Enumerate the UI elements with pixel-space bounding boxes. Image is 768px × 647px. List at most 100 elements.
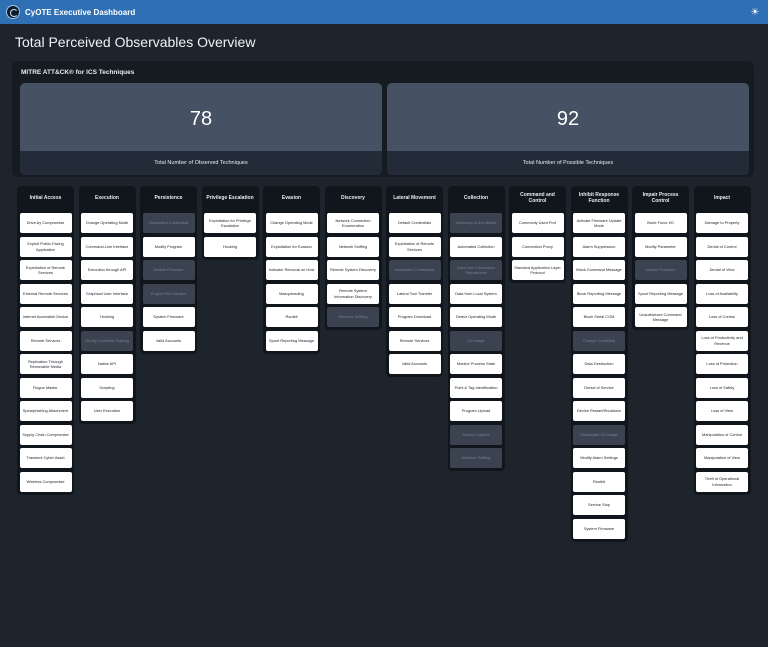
technique-tile[interactable]: Drive-by Compromise <box>19 213 72 233</box>
technique-tile[interactable]: Modify Controller Tasking <box>81 330 133 351</box>
app-title: CyOTE Executive Dashboard <box>25 7 136 17</box>
technique-tile[interactable]: Rootkit <box>265 307 318 327</box>
technique-tile[interactable]: Hooking <box>204 236 256 257</box>
technique-tile[interactable]: Data Destruction <box>573 354 625 374</box>
technique-tile[interactable]: Replication Through Removable Media <box>19 354 72 374</box>
technique-tile[interactable]: Module Firmware <box>142 260 195 280</box>
technique-tile[interactable]: Command-Line Interface <box>81 236 133 257</box>
technique-tile[interactable]: Exploitation for Evasion <box>265 236 318 257</box>
technique-tile[interactable]: External Remote Services <box>19 283 72 304</box>
technique-tile[interactable]: Standard Application Layer Protocol <box>511 260 564 280</box>
technique-tile[interactable]: Adversary-in-the-Middle <box>450 213 502 233</box>
technique-tile[interactable]: Device Restart/Shutdown <box>573 401 625 421</box>
technique-tile[interactable]: Execution through API <box>81 260 133 280</box>
technique-tile[interactable]: Remote System Information Discovery <box>327 283 379 304</box>
technique-tile[interactable]: Indicator Removal on Host <box>265 260 318 280</box>
technique-tile[interactable]: Theft of Operational Information <box>696 471 748 492</box>
technique-tile[interactable]: Loss of Availability <box>696 283 748 304</box>
technique-tile[interactable]: Modify Alarm Settings <box>573 448 625 468</box>
technique-tile[interactable]: Scripting <box>81 377 133 398</box>
technique-tile[interactable]: Data from Local System <box>450 283 502 304</box>
technique-tile[interactable]: Loss of Control <box>696 307 748 327</box>
observed-techniques-card: 78 Total Number of Observed Techniques <box>20 83 382 175</box>
technique-tile[interactable]: Commonly Used Port <box>511 213 564 233</box>
technique-tile[interactable]: Valid Accounts <box>388 354 441 374</box>
technique-tile[interactable]: Spoof Reporting Message <box>265 330 318 351</box>
technique-tile[interactable]: Block Reporting Message <box>573 283 625 304</box>
technique-tile[interactable]: Spearphishing Attachment <box>19 401 72 421</box>
technique-tile[interactable]: Activate Firmware Update Mode <box>573 213 625 233</box>
technique-tile[interactable]: System Firmware <box>142 307 195 327</box>
technique-tile[interactable]: Wireless Sniffing <box>327 307 379 327</box>
technique-tile[interactable]: Loss of Protection <box>696 354 748 374</box>
technique-tile[interactable]: Lateral Tool Transfer <box>388 283 441 304</box>
technique-tile[interactable]: Project File Infection <box>142 283 195 304</box>
technique-tile[interactable]: Exploitation of Remote Services <box>388 236 441 257</box>
theme-toggle-button[interactable]: ☀ <box>748 5 762 19</box>
tactic-column-persistence: Persistence Hardcoded Credentials Modify P… <box>140 186 197 354</box>
technique-tile[interactable]: Change Operating Mode <box>81 213 133 233</box>
technique-tile[interactable]: Hardcoded Credentials <box>142 213 195 233</box>
technique-tile[interactable]: Loss of Productivity and Revenue <box>696 330 748 351</box>
technique-tile[interactable]: Connection Proxy <box>511 236 564 257</box>
technique-tile[interactable]: Remote Services <box>19 330 72 351</box>
technique-tile[interactable]: Module Firmware <box>634 260 687 280</box>
technique-tile[interactable]: Exploit Public-Facing Application <box>19 236 72 257</box>
technique-tile[interactable]: Monitor Process State <box>450 354 502 374</box>
technique-tile[interactable]: Modify Program <box>142 236 195 257</box>
tactic-techniques: Activate Firmware Update Mode Alarm Suppr… <box>570 210 628 542</box>
technique-tile[interactable]: Native API <box>81 354 133 374</box>
technique-tile[interactable]: Loss of Safety <box>696 377 748 398</box>
technique-tile[interactable]: Change Credential <box>573 330 625 351</box>
tactic-header: Persistence <box>140 186 197 210</box>
technique-tile[interactable]: Block Command Message <box>573 260 625 280</box>
technique-tile[interactable]: Remote System Discovery <box>327 260 379 280</box>
technique-tile[interactable]: Rootkit <box>573 471 625 492</box>
technique-tile[interactable]: Hardcoded Credentials <box>388 260 441 280</box>
technique-tile[interactable]: Manipulate I/O Image <box>573 424 625 445</box>
technique-tile[interactable]: Denial of Control <box>696 236 748 257</box>
technique-tile[interactable]: Modify Parameter <box>634 236 687 257</box>
technique-tile[interactable]: Valid Accounts <box>142 330 195 351</box>
technique-tile[interactable]: Remote Services <box>388 330 441 351</box>
technique-tile[interactable]: Block Serial COM <box>573 307 625 327</box>
technique-tile[interactable]: Loss of View <box>696 401 748 421</box>
technique-tile[interactable]: Damage to Property <box>696 213 748 233</box>
technique-tile[interactable]: Unauthorized Command Message <box>634 307 687 327</box>
technique-tile[interactable]: Alarm Suppression <box>573 236 625 257</box>
technique-tile[interactable]: Program Upload <box>450 401 502 421</box>
technique-tile[interactable]: Internet Accessible Device <box>19 307 72 327</box>
technique-tile[interactable]: Automated Collection <box>450 236 502 257</box>
technique-tile[interactable]: Denial of Service <box>573 377 625 398</box>
technique-tile[interactable]: Point & Tag Identification <box>450 377 502 398</box>
technique-tile[interactable]: Manipulation of View <box>696 448 748 468</box>
technique-tile[interactable]: Transient Cyber Asset <box>19 448 72 468</box>
technique-tile[interactable]: Graphical User Interface <box>81 283 133 304</box>
technique-tile[interactable]: Data from Information Repositories <box>450 260 502 280</box>
brand[interactable]: CyOTE Executive Dashboard <box>6 5 135 19</box>
technique-tile[interactable]: Screen Capture <box>450 424 502 445</box>
technique-tile[interactable]: Program Download <box>388 307 441 327</box>
technique-tile[interactable]: Network Connection Enumeration <box>327 213 379 233</box>
technique-tile[interactable]: Default Credentials <box>388 213 441 233</box>
technique-tile[interactable]: Hooking <box>81 307 133 327</box>
technique-tile[interactable]: Network Sniffing <box>327 236 379 257</box>
tactic-header: Inhibit Response Function <box>570 186 628 210</box>
technique-tile[interactable]: I/O Image <box>450 330 502 351</box>
technique-tile[interactable]: Exploitation of Remote Services <box>19 260 72 280</box>
technique-tile[interactable]: Rogue Master <box>19 377 72 398</box>
technique-tile[interactable]: Exploitation for Privilege Escalation <box>204 213 256 233</box>
technique-tile[interactable]: Supply Chain Compromise <box>19 424 72 445</box>
technique-tile[interactable]: Manipulation of Control <box>696 424 748 445</box>
technique-tile[interactable]: User Execution <box>81 401 133 421</box>
technique-tile[interactable]: Masquerading <box>265 283 318 304</box>
technique-tile[interactable]: System Firmware <box>573 518 625 539</box>
technique-tile[interactable]: Spoof Reporting Message <box>634 283 687 304</box>
technique-tile[interactable]: Detect Operating Mode <box>450 307 502 327</box>
technique-tile[interactable]: Wireless Sniffing <box>450 448 502 468</box>
technique-tile[interactable]: Brute Force I/O <box>634 213 687 233</box>
technique-tile[interactable]: Change Operating Mode <box>265 213 318 233</box>
technique-tile[interactable]: Wireless Compromise <box>19 471 72 492</box>
technique-tile[interactable]: Service Stop <box>573 495 625 515</box>
technique-tile[interactable]: Denial of View <box>696 260 748 280</box>
